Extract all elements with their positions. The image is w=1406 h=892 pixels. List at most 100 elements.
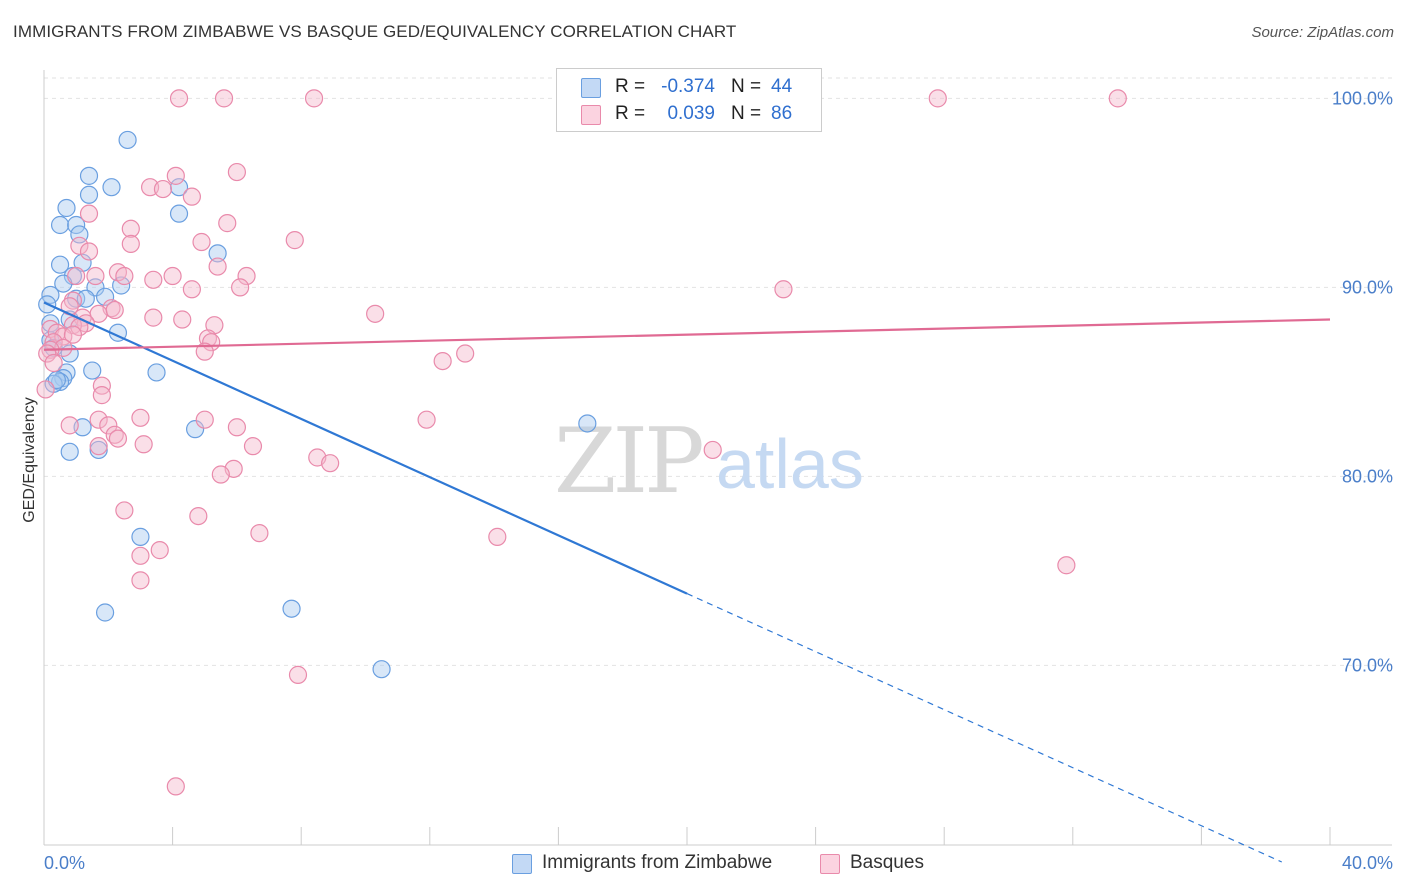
- y-tick-label: 90.0%: [1342, 277, 1393, 297]
- data-point: [144, 270, 163, 289]
- data-point: [250, 524, 269, 543]
- x-tick-label: 0.0%: [44, 853, 85, 873]
- data-point: [131, 571, 150, 590]
- data-point: [195, 410, 214, 429]
- data-point: [95, 603, 115, 622]
- data-point: [433, 351, 452, 371]
- data-point: [304, 89, 324, 108]
- x-tick-label: 40.0%: [1342, 853, 1393, 873]
- watermark-atlas: atlas: [716, 425, 864, 503]
- y-tick-label: 70.0%: [1342, 655, 1393, 675]
- data-point: [79, 166, 99, 185]
- data-point: [417, 410, 436, 429]
- data-point: [169, 178, 189, 197]
- legend-swatch-basques: [581, 105, 601, 125]
- data-point: [86, 266, 105, 286]
- data-point: [92, 376, 111, 395]
- data-point: [63, 325, 83, 344]
- y-tick-label: 100.0%: [1332, 88, 1393, 108]
- data-point: [282, 599, 301, 618]
- legend-n-value: 86: [771, 103, 793, 124]
- trend-line-zimbabwe-extension: [686, 593, 1283, 863]
- data-point: [121, 219, 140, 238]
- data-point: [108, 429, 128, 448]
- data-point: [115, 266, 134, 286]
- data-point: [288, 665, 308, 684]
- data-point: [189, 506, 208, 526]
- legend-n-value: 44: [771, 76, 793, 97]
- data-point: [192, 232, 211, 252]
- series-swatch-basques: [820, 854, 840, 874]
- data-point: [79, 242, 99, 261]
- data-point: [578, 414, 597, 433]
- data-point: [182, 187, 201, 206]
- data-point: [50, 372, 70, 391]
- data-point: [1108, 89, 1127, 108]
- tick-labels: 70.0% 80.0% 90.0% 100.0% 0.0% 40.0% GED/Equiva…: [21, 88, 1393, 873]
- data-point: [50, 255, 70, 274]
- data-point: [60, 416, 79, 435]
- data-point: [115, 501, 134, 520]
- data-points: [36, 89, 1127, 796]
- chart-title: IMMIGRANTS FROM ZIMBABWE VS BASQUE GED/E…: [13, 22, 737, 41]
- data-point: [144, 308, 163, 327]
- data-point: [173, 310, 192, 329]
- trend-lines: [43, 301, 1331, 863]
- data-point: [147, 363, 166, 382]
- data-point: [131, 408, 150, 427]
- legend-r-label: R =: [615, 103, 646, 124]
- watermark: ZIP atlas: [554, 409, 864, 514]
- data-point: [488, 527, 507, 546]
- data-point: [36, 380, 55, 399]
- data-point: [243, 437, 263, 456]
- series-label-basques: Basques: [850, 852, 924, 873]
- legend-row-basques: R = 0.039 N = 86: [557, 103, 821, 127]
- data-point: [99, 416, 118, 435]
- data-point: [456, 344, 475, 363]
- data-point: [131, 546, 150, 565]
- data-point: [70, 236, 89, 255]
- trend-line-zimbabwe: [43, 301, 688, 595]
- data-point: [63, 291, 83, 310]
- data-point: [211, 465, 230, 484]
- data-point: [79, 185, 99, 204]
- data-point: [57, 198, 76, 218]
- data-point: [208, 257, 227, 276]
- series-zimbabwe: [38, 130, 597, 679]
- data-point: [166, 777, 185, 796]
- axes: [43, 70, 1392, 846]
- data-point: [118, 130, 137, 150]
- data-point: [83, 361, 102, 380]
- data-point: [166, 166, 185, 185]
- data-point: [214, 89, 234, 108]
- data-point: [79, 204, 99, 223]
- data-point: [44, 353, 63, 373]
- watermark-zip: ZIP: [554, 409, 702, 514]
- data-point: [195, 342, 214, 361]
- data-point: [372, 660, 391, 679]
- data-point: [774, 280, 793, 299]
- data-point: [169, 89, 189, 108]
- y-tick-label: 80.0%: [1342, 466, 1393, 486]
- legend-swatch-zimbabwe: [581, 78, 601, 98]
- data-point: [928, 89, 947, 108]
- data-point: [102, 178, 121, 197]
- data-point: [105, 300, 124, 320]
- data-point: [131, 527, 150, 546]
- data-point: [1057, 556, 1076, 575]
- data-point: [186, 420, 205, 439]
- data-point: [366, 304, 385, 323]
- data-point: [153, 179, 173, 199]
- data-point: [95, 287, 115, 306]
- data-point: [208, 244, 227, 263]
- data-point: [285, 231, 304, 250]
- data-point: [237, 266, 256, 286]
- data-point: [92, 386, 111, 405]
- series-swatch-zimbabwe: [512, 854, 532, 874]
- data-point: [121, 234, 140, 254]
- data-point: [57, 363, 76, 382]
- data-point: [134, 435, 153, 454]
- trend-line-basques: [43, 318, 1331, 351]
- data-point: [163, 266, 182, 286]
